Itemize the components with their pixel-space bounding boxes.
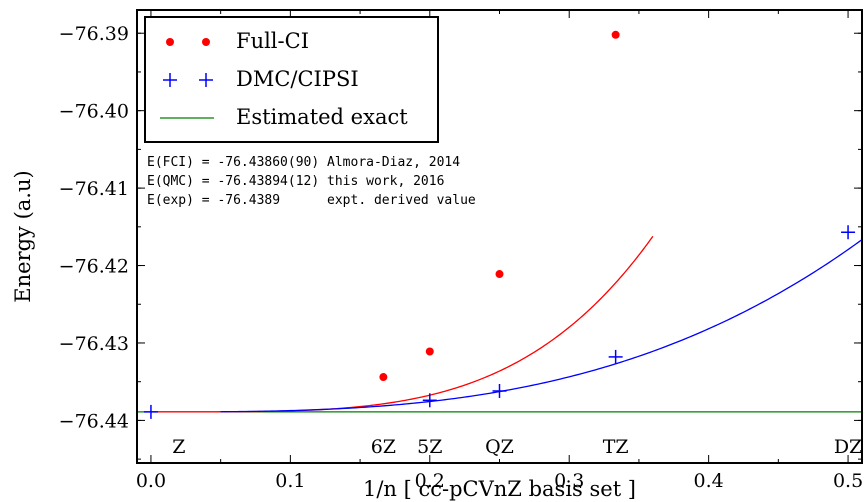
y-tick-label: −76.44 (59, 410, 129, 432)
dmc-point (143, 404, 158, 419)
dmc-point (841, 225, 856, 240)
legend-full-ci-marker (166, 38, 174, 46)
full-ci-point (495, 270, 504, 279)
y-tick-label: −76.43 (59, 333, 129, 355)
basis-set-labels: Z 6Z 5Z QZ TZ DZ (172, 436, 862, 458)
y-tick-label: −76.42 (59, 256, 129, 278)
y-tick-label: −76.41 (59, 178, 129, 200)
legend-dmc-marker (199, 73, 213, 87)
annotation-block: E(FCI) = -76.43860(90) Almora-Diaz, 2014… (147, 155, 476, 208)
legend-box (144, 16, 439, 143)
dmc-point (608, 349, 623, 364)
legend-label: Estimated exact (236, 105, 408, 129)
basis-label: 6Z (371, 436, 396, 458)
x-tick-label: 0.0 (136, 470, 166, 492)
legend-label: DMC/CIPSI (236, 67, 359, 91)
annotation-line: E(QMC) = -76.43894(12) this work, 2016 (147, 174, 444, 189)
basis-label: 5Z (417, 436, 442, 458)
basis-label: DZ (834, 436, 862, 458)
legend-label: Full-CI (236, 29, 309, 53)
y-tick-label: −76.40 (59, 101, 129, 123)
x-axis-title: 1/n [ cc-pCVnZ basis set ] (363, 477, 636, 501)
annotation-line: E(exp) = -76.4389 expt. derived value (147, 193, 476, 208)
basis-label: Z (172, 436, 185, 458)
plot-area (137, 30, 862, 419)
dmc-point (422, 393, 437, 408)
y-tick-label: −76.39 (59, 23, 129, 45)
basis-label: QZ (485, 436, 514, 458)
x-tick-label: 0.4 (694, 470, 724, 492)
full-ci-point (379, 373, 388, 382)
dmc-point (492, 383, 507, 398)
legend-full-ci-marker (202, 38, 210, 46)
full-ci-point (425, 347, 434, 356)
axis-ticks: 0.0 0.1 0.2 0.3 0.4 0.5 −76.39 −76.40 −76.41 −76.… (59, 10, 863, 492)
x-tick-label: 0.1 (275, 470, 305, 492)
y-axis-title: Energy (a.u) (11, 170, 35, 302)
annotation-line: E(FCI) = -76.43860(90) Almora-Diaz, 2014 (147, 155, 460, 170)
full-ci-point (611, 30, 620, 39)
fit-curve-dmc-cipsi (220, 239, 862, 413)
x-tick-label: 0.3 (554, 470, 584, 492)
fit-curve-full-ci (150, 235, 654, 413)
x-tick-label: 0.5 (833, 470, 863, 492)
legend: Full-CI DMC/CIPSI Estimated exact (144, 16, 439, 143)
x-tick-label: 0.2 (415, 470, 445, 492)
legend-dmc-marker (163, 73, 177, 87)
basis-label: TZ (603, 436, 629, 458)
